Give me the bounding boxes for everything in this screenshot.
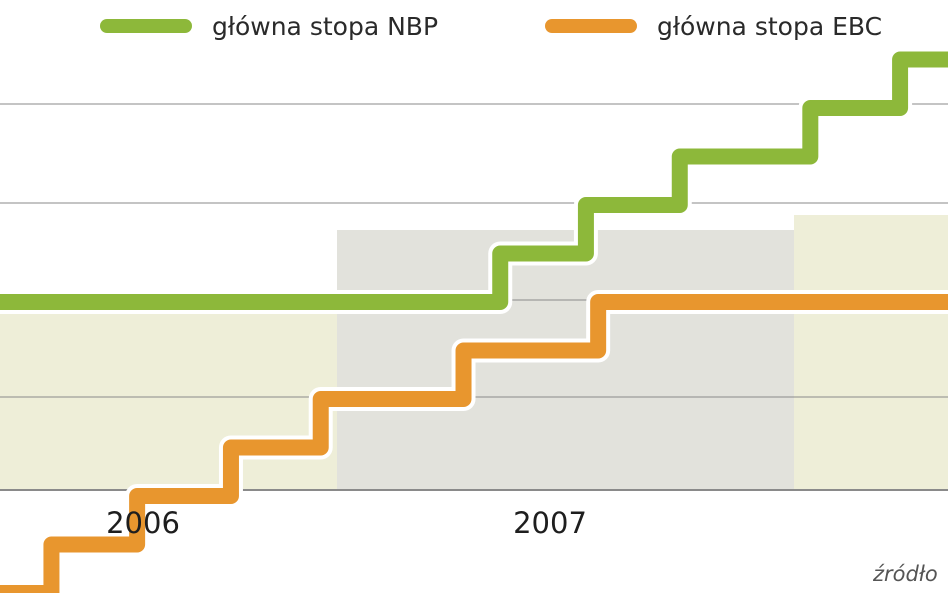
legend-label-nbp: główna stopa NBP: [212, 11, 439, 41]
legend-label-ebc: główna stopa EBC: [657, 11, 883, 41]
legend-item-nbp: główna stopa NBP: [100, 6, 438, 46]
upper-band-2008: [794, 215, 948, 300]
legend: główna stopa NBP główna stopa EBC: [0, 6, 948, 46]
legend-swatch-nbp: [100, 19, 192, 33]
legend-item-ebc: główna stopa EBC: [545, 6, 882, 46]
legend-swatch-ebc: [545, 19, 637, 33]
x-tick-label-2006: 2006: [106, 506, 180, 540]
x-tick-label-2007: 2007: [513, 506, 587, 540]
x-tick-label-2008: 20: [905, 506, 948, 540]
source-note: źródło: [873, 562, 938, 586]
series-line-nbp: [0, 51, 948, 310]
series-line-ebc: [0, 294, 948, 593]
